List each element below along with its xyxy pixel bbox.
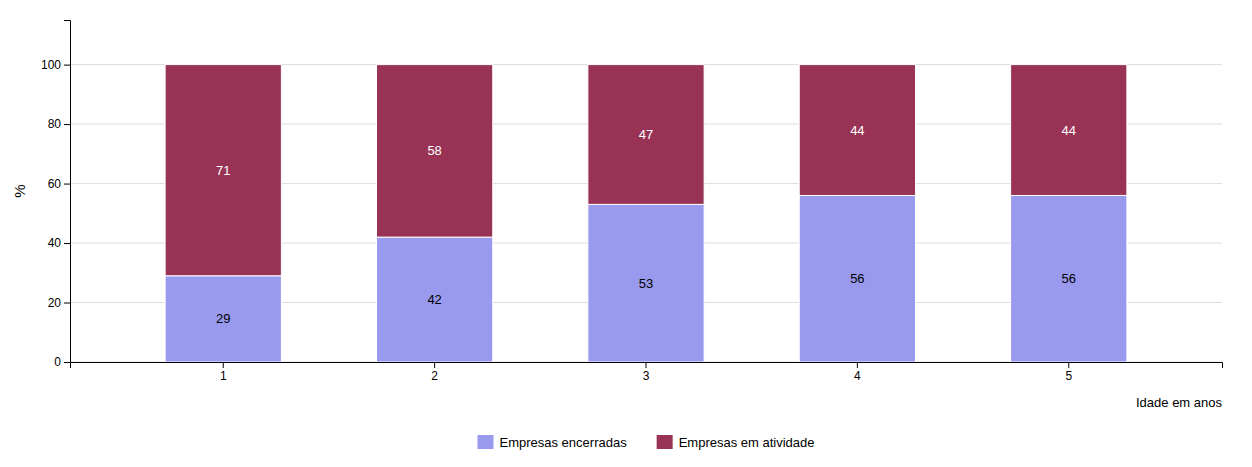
y-tick-mark	[64, 124, 70, 125]
x-tick: 1	[220, 362, 227, 383]
y-tick-mark	[64, 184, 70, 185]
x-axis: 1 2 3 4 5	[71, 362, 1223, 383]
y-axis: 0 20 40 60 80 100	[41, 21, 71, 370]
x-tick-mark	[1068, 362, 1069, 368]
series	[165, 65, 1127, 276]
y-tick: 20	[48, 296, 70, 310]
bar	[376, 65, 492, 237]
legend-item: Empresas em atividade	[657, 435, 815, 450]
data-label: 44	[850, 123, 864, 138]
data-label: 53	[639, 276, 653, 291]
bar	[1011, 195, 1127, 362]
y-tick-mark	[64, 362, 70, 363]
y-tick: 80	[48, 117, 70, 131]
grid	[70, 65, 1222, 362]
y-tick: 40	[48, 236, 70, 250]
data-label: 56	[1062, 271, 1076, 286]
x-axis-title: Idade em anos	[1136, 395, 1223, 410]
y-tick-label: 100	[41, 58, 61, 72]
bar	[799, 195, 915, 362]
bar	[376, 237, 492, 362]
y-tick-label: 0	[54, 355, 61, 369]
legend-label: Empresas em atividade	[679, 435, 815, 450]
bar	[165, 276, 281, 362]
bar	[799, 65, 915, 196]
data-label: 42	[427, 292, 441, 307]
legend-swatch	[477, 435, 493, 449]
x-tick-label: 3	[643, 369, 650, 383]
axis-line	[71, 363, 1223, 369]
x-tick-label: 2	[431, 369, 438, 383]
legend: Empresas encerradas Empresas em atividade	[477, 435, 814, 450]
legend-label: Empresas encerradas	[499, 435, 627, 450]
x-tick-mark	[434, 362, 435, 368]
axis-line	[64, 21, 71, 363]
data-label: 44	[1062, 123, 1076, 138]
data-label: 56	[850, 271, 864, 286]
y-tick: 0	[54, 355, 70, 369]
y-tick-label: 40	[48, 236, 62, 250]
y-tick-label: 80	[48, 117, 62, 131]
bar	[165, 65, 281, 276]
x-tick-label: 1	[220, 369, 227, 383]
y-tick: 100	[41, 58, 70, 72]
y-tick-label: 20	[48, 296, 62, 310]
data-label: 47	[639, 127, 653, 142]
series	[165, 195, 1127, 362]
y-tick-mark	[64, 243, 70, 244]
x-tick-mark	[857, 362, 858, 368]
x-tick-mark	[646, 362, 647, 368]
x-tick: 2	[431, 362, 438, 383]
x-tick-mark	[223, 362, 224, 368]
legend-swatch	[657, 435, 673, 449]
legend-item: Empresas encerradas	[477, 435, 627, 450]
x-tick: 4	[854, 362, 861, 383]
y-tick-mark	[64, 65, 70, 66]
bar	[588, 204, 704, 362]
x-tick: 3	[643, 362, 650, 383]
x-tick: 5	[1065, 362, 1072, 383]
chart: 29 42 53 56 56 71 58 47 44 44 1 2 3 4 5 0 20 40 60 80 100% Id…	[0, 0, 1252, 467]
y-axis-title: %	[11, 184, 28, 197]
data-labels: 29 42 53 56 56 71 58 47 44 44	[216, 123, 1076, 327]
y-tick-mark	[64, 303, 70, 304]
data-label: 58	[427, 143, 441, 158]
x-tick-label: 4	[854, 369, 861, 383]
y-tick: 60	[48, 177, 70, 191]
x-tick-label: 5	[1065, 369, 1072, 383]
data-label: 71	[216, 163, 230, 178]
y-tick-label: 60	[48, 177, 62, 191]
bar	[1011, 65, 1127, 196]
bars	[165, 65, 1127, 362]
data-label: 29	[216, 311, 230, 326]
bar	[588, 65, 704, 205]
plot: 29 42 53 56 56 71 58 47 44 44 1 2 3 4 5 0 20 40 60 80 100	[41, 21, 1223, 383]
